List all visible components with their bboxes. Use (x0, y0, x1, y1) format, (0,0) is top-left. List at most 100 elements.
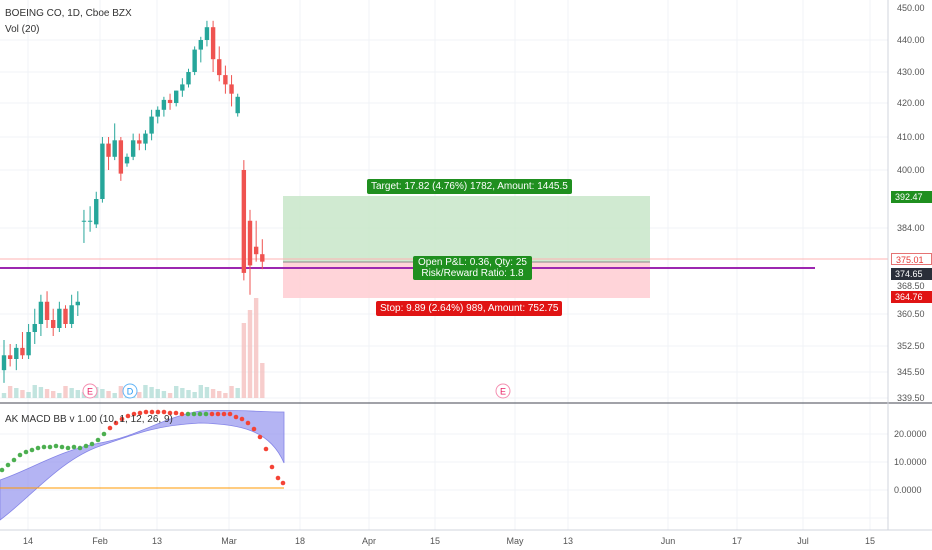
volume-bar (38, 387, 44, 398)
earnings-marker-1[interactable]: E (82, 383, 98, 399)
candle-body (247, 220, 253, 266)
price-axis-label: 368.50 (897, 281, 925, 291)
time-axis-label: Mar (221, 536, 237, 546)
dividend-marker[interactable]: D (122, 383, 138, 399)
symbol-title[interactable]: BOEING CO, 1D, Cboe BZX (5, 8, 132, 19)
macd-dot (227, 411, 233, 417)
macd-dot (269, 464, 275, 470)
candle-body (161, 99, 167, 110)
volume-bar (186, 390, 191, 398)
candle-body (253, 246, 259, 255)
volume-bar (155, 389, 160, 398)
candle-body (198, 40, 203, 50)
macd-axis[interactable]: 20.0000 10.0000 0.0000 (894, 429, 927, 495)
earnings-marker-label: E (87, 387, 93, 397)
volume-bar (174, 386, 179, 398)
target-label[interactable]: Target: 17.82 (4.76%) 1782, Amount: 1445… (367, 179, 572, 194)
macd-dot (179, 411, 185, 417)
macd-dot (185, 411, 191, 417)
volume-bar (192, 392, 197, 398)
macd-dot (251, 426, 257, 432)
volume-bar (149, 387, 154, 398)
time-axis-label: 14 (23, 536, 33, 546)
candle-body (260, 254, 265, 262)
macd-dot (209, 411, 215, 417)
price-axis-label: 352.50 (897, 341, 925, 351)
macd-dot (41, 444, 47, 450)
macd-axis-label: 10.0000 (894, 457, 927, 467)
volume-bar (32, 385, 37, 398)
volume-bar (204, 387, 210, 398)
volume-bar (167, 393, 173, 398)
time-axis-label: 18 (295, 536, 305, 546)
volume-bar (14, 388, 19, 398)
macd-dot (83, 443, 89, 449)
time-axis[interactable]: 14 Feb 13 Mar 18 Apr 15 May 13 Jun 17 Jul 15 (23, 536, 875, 546)
volume-bar (143, 385, 148, 398)
stop-label[interactable]: Stop: 9.89 (2.64%) 989, Amount: 752.75 (376, 301, 563, 316)
volume-bar (44, 389, 50, 398)
volume-bar (217, 391, 222, 398)
price-axis[interactable]: 450.00 440.00 430.00 420.00 410.00 400.00 384.… (897, 3, 925, 403)
macd-dot (119, 416, 125, 422)
price-axis-label: 360.50 (897, 309, 925, 319)
candle-body (51, 320, 56, 328)
volume-bar (106, 391, 111, 398)
macd-dot (275, 475, 281, 481)
risk-reward-text: Risk/Reward Ratio: 1.8 (421, 268, 524, 279)
macd-dot (143, 409, 149, 415)
volume-bar (137, 392, 142, 398)
macd-band (0, 409, 285, 521)
volume-bar (198, 385, 203, 398)
candle-body (7, 355, 13, 359)
volume-indicator-label[interactable]: Vol (20) (5, 24, 40, 35)
time-axis-label: 15 (865, 536, 875, 546)
time-axis-label: Jun (661, 536, 676, 546)
volume-bar (260, 363, 265, 398)
candle-body (143, 133, 148, 144)
macd-indicator-label[interactable]: AK MACD BB v 1.00 (10, 1, 12, 26, 9) (5, 414, 173, 425)
volume-bar (229, 386, 234, 398)
macd-dot (17, 452, 23, 458)
macd-dot (167, 410, 173, 416)
candle-body (137, 140, 142, 144)
volume-bar (20, 390, 25, 398)
volume-bar (63, 386, 68, 398)
target-zone[interactable] (283, 196, 650, 262)
candle-body (229, 84, 234, 94)
candle-body (210, 27, 216, 60)
macd-dot (125, 413, 131, 419)
volume-bar (241, 323, 247, 398)
macd-dot (5, 462, 11, 468)
time-axis-label: May (506, 536, 524, 546)
open-pnl-box[interactable]: Open P&L: 0.36, Qty: 25 Risk/Reward Rati… (413, 256, 532, 280)
candle-body (241, 170, 247, 273)
earnings-marker-2[interactable]: E (495, 383, 511, 399)
time-axis-label: 15 (430, 536, 440, 546)
time-axis-label: Feb (92, 536, 108, 546)
price-axis-label: 440.00 (897, 35, 925, 45)
time-axis-label: Jul (797, 536, 809, 546)
price-axis-label: 384.00 (897, 223, 925, 233)
macd-axis-label: 0.0000 (894, 485, 922, 495)
volume-bar (75, 390, 80, 398)
candle-body (57, 308, 62, 328)
macd-dot (101, 431, 107, 437)
candle-body (44, 301, 50, 320)
volume-bar (1, 393, 7, 398)
macd-dot (71, 444, 77, 450)
macd-dot (47, 444, 53, 450)
macd-dot (203, 411, 209, 417)
candle-body (155, 109, 160, 117)
price-axis-label: 345.50 (897, 367, 925, 377)
macd-dot (280, 480, 286, 486)
price-axis-label: 420.00 (897, 98, 925, 108)
candle-body (94, 199, 99, 225)
candle-body (167, 99, 173, 103)
macd-dot (131, 411, 137, 417)
volume-bar (112, 393, 117, 398)
volume-bar (161, 391, 167, 398)
candle-body (204, 27, 210, 40)
chart-grid (0, 0, 888, 530)
